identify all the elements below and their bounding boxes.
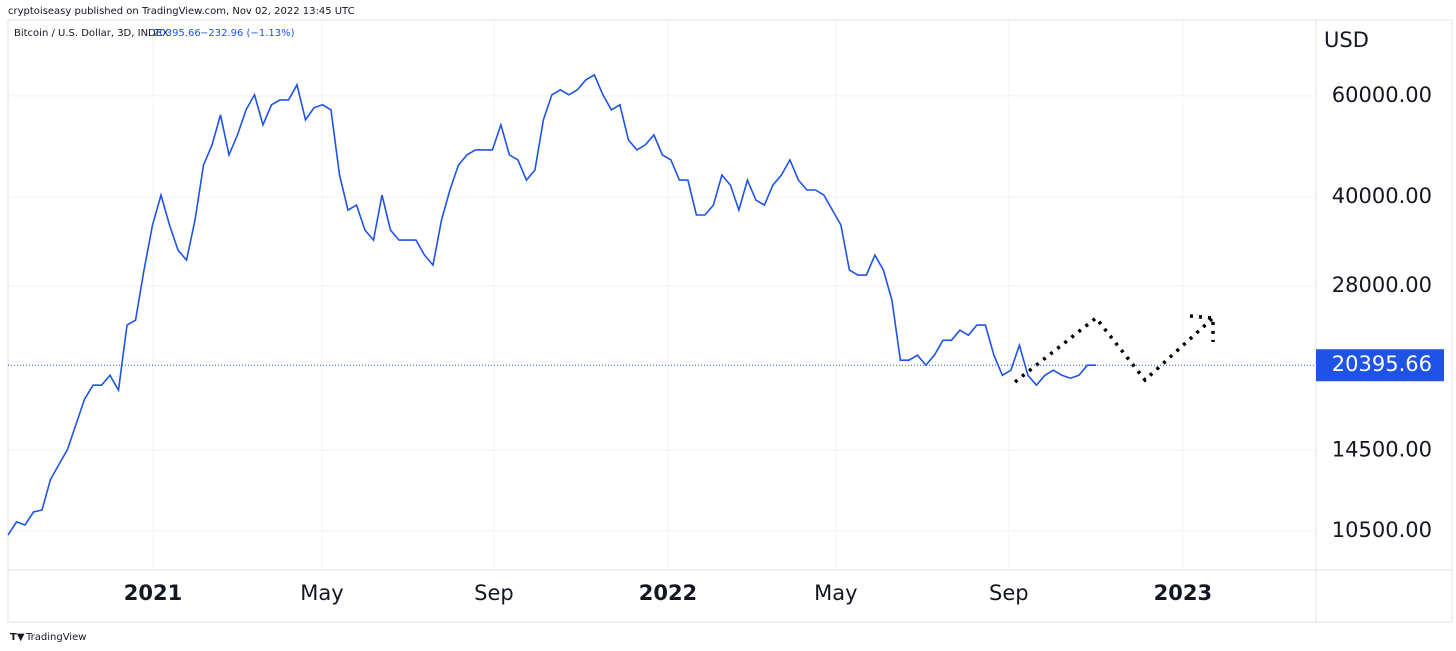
header-change: −232.96 (−1.13%): [200, 28, 295, 39]
price-tag: [1316, 349, 1444, 382]
x-tick-label: 2023: [1154, 581, 1212, 605]
grid: [8, 20, 1316, 570]
x-tick-label: May: [814, 581, 857, 605]
footer: TradingView: [25, 632, 86, 643]
attribution: cryptoiseasy published on TradingView.co…: [8, 6, 355, 17]
y-tick-label: 14500.00: [1332, 437, 1432, 461]
y-tick-label: 28000.00: [1332, 273, 1432, 297]
y-tick-label: 40000.00: [1332, 184, 1432, 208]
currency: USD: [1324, 28, 1369, 52]
symbol: Bitcoin / U.S. Dollar, 3D, INDEX: [14, 28, 169, 39]
x-tick-label: 2022: [639, 581, 697, 605]
y-tick-label: 60000.00: [1332, 83, 1432, 107]
x-tick-label: 2021: [124, 581, 182, 605]
frame: [7, 19, 1453, 623]
header-price: 20395.66: [153, 28, 201, 39]
price-tag-label: 20395.66: [1332, 352, 1432, 376]
x-tick-label: Sep: [474, 581, 514, 605]
x-tick-label: May: [300, 581, 343, 605]
price-line: [7, 73, 1096, 536]
x-tick-label: Sep: [989, 581, 1029, 605]
logo: T▼: [10, 632, 25, 643]
y-tick-label: 10500.00: [1332, 518, 1432, 542]
